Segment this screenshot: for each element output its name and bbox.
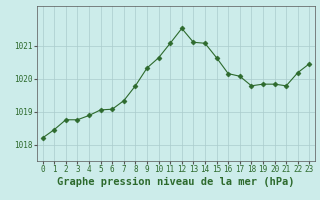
X-axis label: Graphe pression niveau de la mer (hPa): Graphe pression niveau de la mer (hPa) [57,177,295,187]
